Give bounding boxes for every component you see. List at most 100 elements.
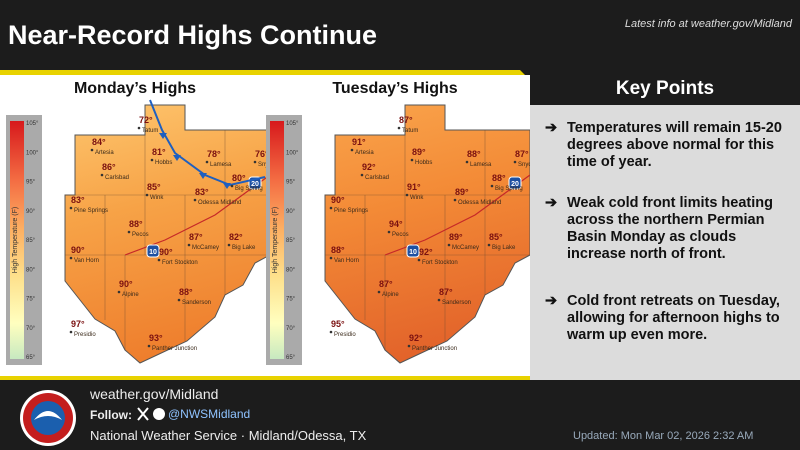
interstate-road <box>124 174 271 256</box>
city-dot <box>329 330 333 334</box>
city-temp: 89° <box>449 232 463 242</box>
city-temp: 88° <box>467 149 481 159</box>
key-point: ➔ Cold front retreats on Tuesday, allowin… <box>545 293 790 344</box>
city-temp: 87° <box>399 115 413 125</box>
city-name: Fort Stockton <box>422 260 458 266</box>
scale-tick: 90° <box>286 209 296 215</box>
city-name: Presidio <box>334 332 356 338</box>
map-title: Monday’s Highs <box>74 80 196 97</box>
scale-tick: 105° <box>286 121 299 127</box>
city-temp: 90° <box>331 195 345 205</box>
city-dot <box>127 230 131 234</box>
city-dot <box>157 258 161 262</box>
scale-tick: 85° <box>26 238 36 244</box>
city-temp: 95° <box>331 319 345 329</box>
footer-handle[interactable]: @NWSMidland <box>168 407 251 421</box>
scale-bar <box>270 121 284 359</box>
city-dot <box>513 160 517 164</box>
city-name: Sanderson <box>182 300 211 306</box>
scale-tick: 80° <box>26 267 36 273</box>
city-dot <box>69 330 73 334</box>
city-name: Pine Springs <box>334 208 368 214</box>
scale-tick: 95° <box>286 180 296 186</box>
city-name: Tatum <box>142 128 158 134</box>
front-marker <box>159 133 167 139</box>
city-temp: 87° <box>515 149 529 159</box>
city-name: Big Lake <box>492 245 516 251</box>
social-icons <box>137 407 165 421</box>
city-temp: 88° <box>129 219 143 229</box>
map: 10 20 91° Artesia 92° Carlsbad 87° Tatum 89° Hobb… <box>324 104 530 364</box>
key-points-panel <box>530 75 800 380</box>
city-temp: 76° <box>255 149 269 159</box>
city-dot <box>350 148 354 152</box>
city-name: Fort Stockton <box>162 260 198 266</box>
city-temp: 82° <box>229 232 243 242</box>
interstate-label: 20 <box>251 181 259 188</box>
map-title: Tuesday’s Highs <box>332 80 457 97</box>
interstate-label: 20 <box>511 181 519 188</box>
city-dot <box>90 148 94 152</box>
city-temp: 90° <box>159 247 173 257</box>
city-name: Artesia <box>355 150 374 156</box>
city-temp: 87° <box>379 279 393 289</box>
city-dot <box>407 344 411 348</box>
city-temp: 78° <box>207 149 221 159</box>
city-name: Pine Springs <box>74 208 108 214</box>
city-name: Big Spring <box>495 186 523 192</box>
city-temp: 92° <box>362 162 376 172</box>
maps: Monday’s Highs 105° 100° 95° 90° 85° 80° 75° 70°… <box>0 75 530 376</box>
cold-front <box>149 99 266 187</box>
footer-office: National Weather Service · Midland/Odess… <box>90 428 367 443</box>
city-dot <box>230 184 234 188</box>
city-dot <box>117 290 121 294</box>
scale-tick: 105° <box>26 121 39 127</box>
scale-tick: 85° <box>286 238 296 244</box>
city-temp: 89° <box>412 147 426 157</box>
city-name: McCamey <box>192 245 219 251</box>
city-dot <box>69 206 73 210</box>
city-dot <box>100 173 104 177</box>
city-temp: 90° <box>71 245 85 255</box>
city-dot <box>137 126 141 130</box>
city-name: McCamey <box>452 245 479 251</box>
city-dot <box>377 290 381 294</box>
city-name: Pecos <box>132 232 149 238</box>
arrow: ➔ <box>545 195 558 211</box>
city-temp: 94° <box>389 219 403 229</box>
interstate-label: 10 <box>409 249 417 256</box>
scale-tick: 75° <box>286 297 296 303</box>
city-temp: 87° <box>439 287 453 297</box>
city-dot <box>329 206 333 210</box>
interstate-label: 10 <box>149 249 157 256</box>
scale-label: High Temperature (F) <box>272 207 279 273</box>
city-dot <box>360 173 364 177</box>
city-temp: 92° <box>419 247 433 257</box>
header-bar <box>0 0 800 75</box>
scale-tick: 90° <box>26 209 36 215</box>
nws-logo <box>20 390 76 446</box>
footer-stripe <box>0 376 530 380</box>
city-name: Big Spring <box>235 186 263 192</box>
city-dot <box>397 126 401 130</box>
interstate-road <box>384 174 530 256</box>
key-points-title: Key Points <box>530 75 800 105</box>
footer-updated: Updated: Mon Mar 02, 2026 2:32 AM <box>573 430 754 442</box>
city-dot <box>447 243 451 247</box>
city-dot <box>187 243 191 247</box>
city-temp: 84° <box>92 137 106 147</box>
city-name: Alpine <box>122 292 139 298</box>
footer-follow: Follow: <box>90 408 132 422</box>
scale-label: High Temperature (F) <box>12 207 19 273</box>
city-temp: 83° <box>195 187 209 197</box>
city-dot <box>437 298 441 302</box>
city-name: Big Lake <box>232 245 256 251</box>
scale-tick: 100° <box>26 150 39 156</box>
footer-site[interactable]: weather.gov/Midland <box>90 386 219 402</box>
city-temp: 83° <box>71 195 85 205</box>
city-name: Alpine <box>382 292 399 298</box>
city-temp: 90° <box>119 279 133 289</box>
city-temp: 88° <box>179 287 193 297</box>
city-temp: 86° <box>102 162 116 172</box>
